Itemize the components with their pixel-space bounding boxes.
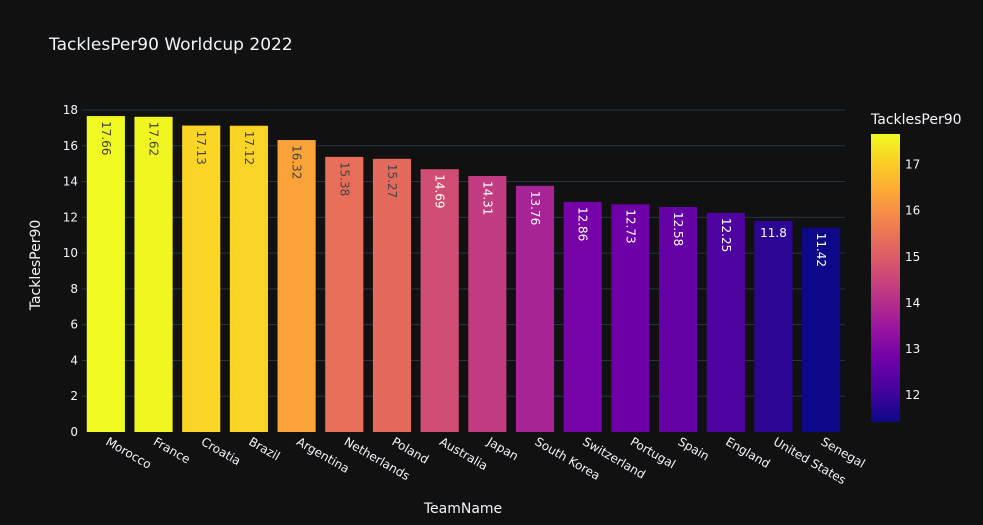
y-axis-title: TacklesPer90 — [28, 220, 44, 312]
bar-value-label: 14.69 — [433, 174, 447, 208]
bar-value-label: 14.31 — [480, 181, 494, 215]
bar[interactable] — [229, 125, 268, 433]
bar-value-label: 12.25 — [719, 218, 733, 252]
y-tick-label: 6 — [70, 318, 78, 332]
y-tick-label: 10 — [63, 246, 78, 260]
y-tick-label: 12 — [63, 210, 78, 224]
colorbar-tick-label: 14 — [905, 296, 920, 310]
bar[interactable] — [515, 185, 555, 432]
chart-title: TacklesPer90 Worldcup 2022 — [48, 35, 293, 55]
y-tick-label: 8 — [70, 282, 78, 296]
y-tick-label: 18 — [63, 103, 78, 117]
colorbar-gradient — [871, 134, 900, 422]
bar[interactable] — [420, 169, 459, 432]
bar-value-label: 11.42 — [814, 233, 828, 267]
colorbar-tick-label: 17 — [905, 157, 920, 171]
colorbar-tick-label: 12 — [905, 388, 920, 402]
bar-value-label: 17.13 — [194, 131, 208, 165]
bar[interactable] — [134, 116, 173, 432]
bar[interactable] — [611, 204, 650, 432]
bar[interactable] — [563, 201, 602, 432]
x-axis-title: TeamName — [423, 501, 502, 517]
bar-value-label: 17.66 — [99, 121, 113, 155]
bar[interactable] — [277, 140, 316, 432]
bar-value-label: 13.76 — [528, 191, 542, 225]
bar-value-label: 11.8 — [760, 226, 787, 240]
bar-value-label: 15.38 — [337, 162, 351, 196]
bar[interactable] — [468, 176, 507, 432]
y-tick-label: 2 — [70, 389, 78, 403]
colorbar-title: TacklesPer90 — [870, 112, 962, 128]
y-tick-label: 14 — [63, 175, 78, 189]
y-tick-label: 4 — [70, 353, 78, 367]
colorbar-ticks: 12 13 14 15 16 17 — [905, 157, 920, 402]
colorbar: TacklesPer90 12 13 14 15 16 17 — [870, 112, 962, 422]
y-tick-label: 0 — [70, 425, 78, 439]
y-axis-ticks: 0 2 4 6 8 10 12 14 16 18 — [63, 103, 78, 439]
bar[interactable] — [325, 156, 364, 432]
bar-value-label: 12.58 — [671, 212, 685, 246]
bar[interactable] — [86, 116, 125, 433]
bar[interactable] — [802, 227, 841, 432]
colorbar-tick-label: 15 — [905, 250, 920, 264]
bar-value-label: 17.12 — [242, 131, 256, 165]
bar-value-label: 15.27 — [385, 164, 399, 198]
bars — [86, 116, 841, 433]
bar-value-label: 12.73 — [623, 209, 637, 243]
bar-labels: 17.66 17.62 17.13 17.12 16.32 15.38 15.27 14.69… — [99, 121, 828, 267]
y-tick-label: 16 — [63, 139, 78, 153]
bar[interactable] — [754, 220, 793, 432]
bar[interactable] — [706, 212, 745, 432]
bar[interactable] — [182, 125, 221, 433]
bar[interactable] — [372, 158, 412, 432]
bar[interactable] — [659, 206, 698, 432]
bar-value-label: 16.32 — [290, 145, 304, 179]
colorbar-tick-label: 16 — [905, 204, 920, 218]
bar-value-label: 12.86 — [576, 207, 590, 241]
bar-value-label: 17.62 — [147, 122, 161, 156]
colorbar-tick-label: 13 — [905, 342, 920, 356]
